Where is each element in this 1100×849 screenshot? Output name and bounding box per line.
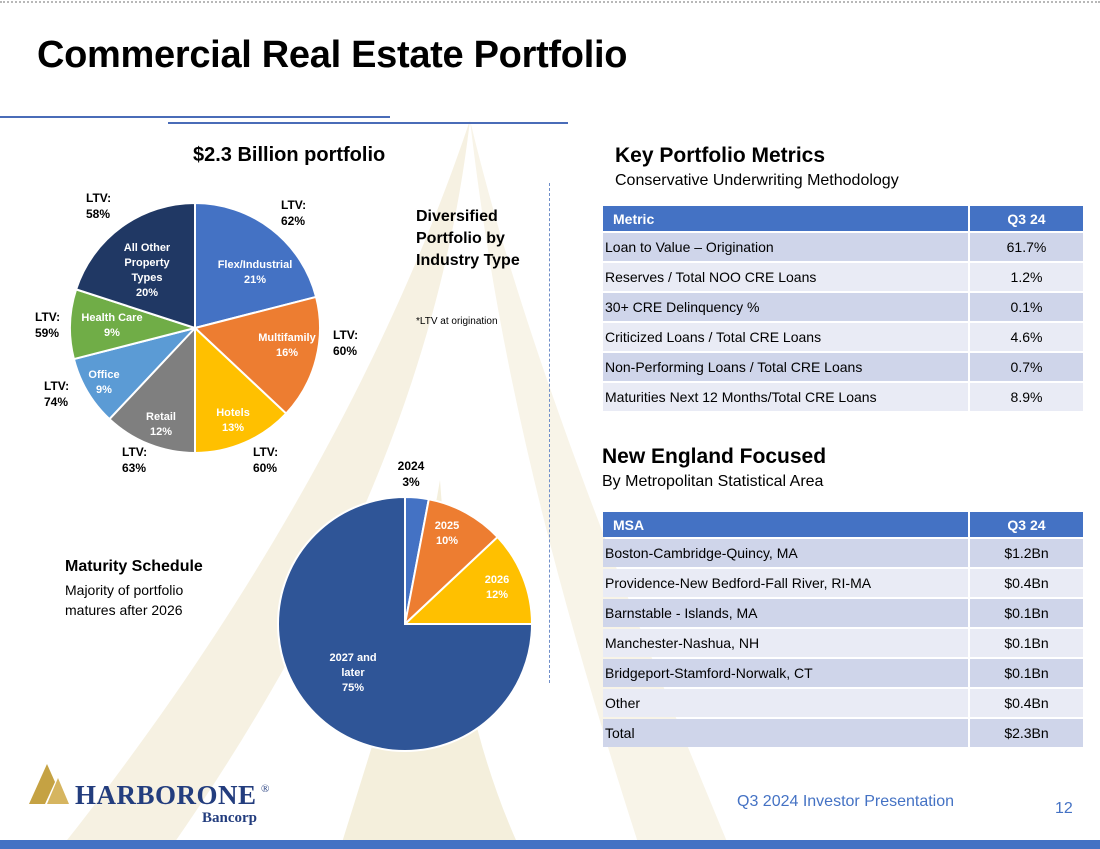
footer-presentation-title: Q3 2024 Investor Presentation: [737, 793, 955, 810]
row-value: $2.3Bn: [968, 719, 1083, 747]
row-label: Maturities Next 12 Months/Total CRE Loan…: [603, 383, 968, 411]
row-value: $0.4Bn: [968, 569, 1083, 597]
pie-label-health-care: Health Care 9%: [81, 312, 143, 339]
portfolio-chart-title: $2.3 Billion portfolio: [193, 144, 386, 166]
pie-label-2025: 2025 10%: [434, 520, 460, 547]
row-label: Loan to Value – Origination: [603, 233, 968, 261]
logo-registered: ®: [261, 783, 269, 795]
row-label: Non-Performing Loans / Total CRE Loans: [603, 353, 968, 381]
industry-slice-multifamily: [192, 295, 321, 415]
maturity-slice-2027-and-later: [277, 495, 534, 752]
row-value: $0.1Bn: [968, 659, 1083, 687]
row-label: Criticized Loans / Total CRE Loans: [603, 323, 968, 351]
row-label: Barnstable - Islands, MA: [603, 599, 968, 627]
page-title: Commercial Real Estate Portfolio: [37, 34, 628, 76]
metrics-title: Key Portfolio Metrics: [615, 144, 826, 167]
table-row: Other $0.4Bn: [603, 689, 1083, 717]
metrics-col-q3: Q3 24: [968, 206, 1083, 231]
msa-subtitle: By Metropolitan Statistical Area: [602, 473, 824, 490]
industry-slice-retail: [108, 325, 196, 455]
pie-label-multifamily: Multifamily 16%: [258, 332, 316, 359]
metrics-subtitle: Conservative Underwriting Methodology: [615, 172, 899, 189]
maturity-pie-chart: [277, 495, 534, 752]
msa-table-body: Boston-Cambridge-Quincy, MA $1.2Bn Provide…: [603, 539, 1083, 747]
row-label: Total: [603, 719, 968, 747]
pie-label-2027-later: 2027 and later 75%: [329, 652, 377, 694]
row-label: 30+ CRE Delinquency %: [603, 293, 968, 321]
maturity-title: Maturity Schedule: [65, 558, 203, 575]
industry-slice-flex-industrial: [194, 201, 318, 330]
row-label: Bridgeport-Stamford-Norwalk, CT: [603, 659, 968, 687]
row-value: $0.4Bn: [968, 689, 1083, 717]
metrics-table-body: Loan to Value – Origination 61.7% Reserves…: [603, 233, 1083, 411]
table-row: Non-Performing Loans / Total CRE Loans 0.…: [603, 353, 1083, 381]
table-row: Providence-New Bedford-Fall River, RI-MA…: [603, 569, 1083, 597]
row-value: 0.1%: [968, 293, 1083, 321]
maturity-subtitle: Majority of portfolio matures after 2026: [65, 582, 184, 618]
table-row: Bridgeport-Stamford-Norwalk, CT $0.1Bn: [603, 659, 1083, 687]
title-rule: [0, 116, 390, 118]
ltv-label-hotels: LTV: 60%: [253, 445, 279, 475]
pie-label-2026: 2026 12%: [484, 574, 510, 601]
msa-table: MSA Q3 24 Boston-Cambridge-Quincy, MA $1.…: [603, 510, 1083, 749]
pie-label-retail: Retail 12%: [146, 411, 176, 438]
industry-slice-all-other-property-types: [74, 201, 196, 330]
table-row: Maturities Next 12 Months/Total CRE Loan…: [603, 383, 1083, 411]
row-label: Manchester-Nashua, NH: [603, 629, 968, 657]
msa-col-q3: Q3 24: [968, 512, 1083, 537]
table-row: Criticized Loans / Total CRE Loans 4.6%: [603, 323, 1083, 351]
pie-label-hotels: Hotels 13%: [216, 407, 250, 434]
table-row: Manchester-Nashua, NH $0.1Bn: [603, 629, 1083, 657]
row-value: 1.2%: [968, 263, 1083, 291]
table-row: Boston-Cambridge-Quincy, MA $1.2Bn: [603, 539, 1083, 567]
row-label: Other: [603, 689, 968, 717]
ltv-footnote: *LTV at origination: [416, 316, 498, 327]
row-value: 0.7%: [968, 353, 1083, 381]
table-header-row: MSA Q3 24: [603, 512, 1083, 537]
ltv-label-health-care: LTV: 59%: [35, 310, 61, 340]
metrics-table: Metric Q3 24 Loan to Value – Origination…: [603, 204, 1083, 413]
ltv-label-office: LTV: 74%: [44, 379, 70, 409]
msa-title: New England Focused: [602, 445, 827, 468]
table-row: Barnstable - Islands, MA $0.1Bn: [603, 599, 1083, 627]
column-divider: [549, 183, 550, 683]
table-row: 30+ CRE Delinquency % 0.1%: [603, 293, 1083, 321]
page-number: 12: [1055, 800, 1073, 817]
row-value: 4.6%: [968, 323, 1083, 351]
row-label: Boston-Cambridge-Quincy, MA: [603, 539, 968, 567]
ltv-label-multifamily: LTV: 60%: [333, 328, 359, 358]
pie-label-2024: 2024 3%: [397, 459, 425, 489]
logo-bancorp: Bancorp: [202, 810, 257, 826]
row-label: Providence-New Bedford-Fall River, RI-MA: [603, 569, 968, 597]
table-row: Reserves / Total NOO CRE Loans 1.2%: [603, 263, 1083, 291]
bottom-accent-bar: [0, 840, 1100, 849]
maturity-slice-2025: [403, 498, 499, 627]
harborone-logo: HARBORONE ® Bancorp: [25, 760, 285, 835]
row-value: $1.2Bn: [968, 539, 1083, 567]
row-value: 8.9%: [968, 383, 1083, 411]
harborone-logo-mark: HARBORONE ® Bancorp: [29, 764, 269, 826]
table-row: Loan to Value – Origination 61.7%: [603, 233, 1083, 261]
diversified-label: Diversified Portfolio by Industry Type: [416, 208, 520, 269]
row-value: $0.1Bn: [968, 599, 1083, 627]
logo-wordmark: HARBORONE: [75, 780, 257, 810]
ltv-label-all-other: LTV: 58%: [86, 191, 112, 221]
row-value: 61.7%: [968, 233, 1083, 261]
industry-pie-chart: [69, 201, 321, 455]
pie-label-flex-industrial: Flex/Industrial 21%: [217, 259, 293, 286]
maturity-slice-2026: [402, 535, 534, 625]
table-row: Total $2.3Bn: [603, 719, 1083, 747]
row-value: $0.1Bn: [968, 629, 1083, 657]
metrics-col-metric: Metric: [603, 206, 968, 231]
industry-slice-hotels: [194, 325, 288, 455]
ltv-label-retail: LTV: 63%: [122, 445, 148, 475]
row-label: Reserves / Total NOO CRE Loans: [603, 263, 968, 291]
pie-label-all-other: All Other Property Types 20%: [123, 242, 171, 299]
pie-label-office: Office 9%: [88, 369, 120, 396]
title-rule-secondary: [168, 122, 568, 124]
table-header-row: Metric Q3 24: [603, 206, 1083, 231]
ltv-label-flex-industrial: LTV: 62%: [281, 198, 307, 228]
top-dotted-border: [0, 1, 1100, 3]
msa-col-msa: MSA: [603, 512, 968, 537]
